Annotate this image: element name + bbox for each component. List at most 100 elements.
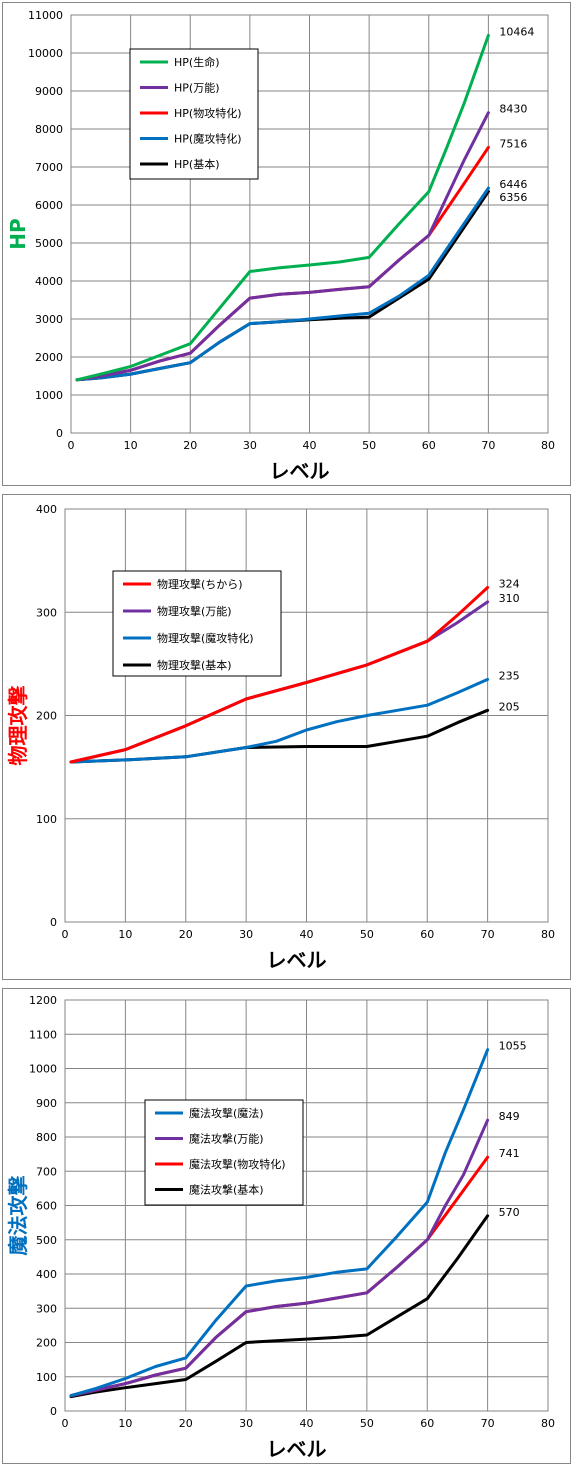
x-tick-label: 20 [179, 928, 193, 941]
end-value-label: 310 [499, 592, 520, 605]
end-value-label: 7516 [499, 137, 527, 150]
series-line [75, 33, 490, 382]
plot-area [70, 14, 549, 434]
y-tick-label: 400 [36, 1268, 57, 1281]
x-tick-label: 60 [422, 439, 436, 452]
y-tick-label: 3000 [35, 313, 63, 326]
series-line [75, 186, 490, 382]
y-tick-label: 0 [50, 1405, 57, 1418]
y-tick-label: 6000 [35, 199, 63, 212]
legend-label: 物理攻撃(魔攻特化) [157, 631, 254, 645]
magic-attack-chart: 0100200300400500600700800900100011001200… [6, 994, 555, 1461]
x-tick-label: 0 [62, 928, 69, 941]
y-tick-label: 1200 [29, 994, 57, 1007]
legend-label: HP(魔攻特化) [174, 132, 242, 146]
x-tick-label: 50 [362, 439, 376, 452]
x-tick-label: 70 [481, 928, 495, 941]
x-tick-label: 80 [541, 1417, 555, 1430]
x-tick-label: 10 [118, 1417, 132, 1430]
x-axis-title: レベル [270, 459, 330, 483]
hp-chart-panel: 0 1000 2000 3000 4000 5000 6000 7000 8000 9000 100… [2, 2, 571, 486]
x-tick-label: 80 [541, 928, 555, 941]
x-axis-title: レベル [267, 1437, 327, 1461]
y-tick-label: 700 [36, 1165, 57, 1178]
legend-label: HP(物攻特化) [174, 106, 242, 120]
legend-box [112, 570, 282, 677]
x-tick-label: 70 [481, 1417, 495, 1430]
y-tick-label: 1000 [35, 389, 63, 402]
y-tick-label: 5000 [35, 237, 63, 250]
legend-label: 魔法攻撃(基本) [189, 1183, 264, 1197]
x-tick-label: 30 [239, 1417, 253, 1430]
legend-label: 魔法攻撃(万能) [189, 1132, 264, 1146]
series-line [69, 1048, 490, 1398]
plot-area [64, 999, 549, 1412]
y-tick-label: 800 [36, 1131, 57, 1144]
y-axis-title: HP [6, 218, 30, 249]
end-value-label: 1055 [499, 1040, 527, 1053]
y-tick-label: 300 [36, 1302, 57, 1315]
legend-label: HP(基本) [174, 157, 220, 171]
series-line [75, 190, 490, 382]
y-tick-label: 2000 [35, 351, 63, 364]
y-tick-label: 0 [56, 427, 63, 440]
x-tick-label: 50 [360, 928, 374, 941]
physical-attack-chart-panel: 0 100 200 300 400 0 10 20 30 40 50 60 70 80 レベル 物理攻撃 324… [2, 494, 571, 980]
legend-label: 魔法攻撃(物攻特化) [189, 1157, 286, 1171]
end-value-label: 235 [499, 669, 520, 682]
legend-label: 魔法攻撃(魔法) [189, 1106, 264, 1120]
y-tick-label: 200 [36, 710, 57, 723]
end-value-label: 10464 [499, 25, 534, 38]
magic-attack-chart-panel: 0 100 200 300 400 500 600 700 800 900 1000 1100 1200… [2, 988, 571, 1464]
series-line [75, 145, 490, 382]
x-tick-label: 50 [360, 1417, 374, 1430]
y-tick-label: 4000 [35, 275, 63, 288]
y-tick-label: 8000 [35, 123, 63, 136]
x-tick-label: 40 [300, 928, 314, 941]
y-axis-title: 魔法攻撃 [6, 1176, 30, 1256]
legend-label: HP(万能) [174, 81, 220, 95]
end-value-label: 849 [499, 1110, 520, 1123]
y-tick-label: 11000 [28, 9, 63, 22]
hp-chart: 0100020003000400050006000700080009000100… [6, 9, 555, 483]
series-line [69, 677, 490, 764]
y-tick-label: 9000 [35, 85, 63, 98]
x-tick-label: 0 [62, 1417, 69, 1430]
x-tick-label: 30 [243, 439, 257, 452]
end-value-label: 570 [499, 1206, 520, 1219]
end-value-label: 6356 [499, 191, 527, 204]
end-value-label: 324 [499, 577, 520, 590]
y-tick-label: 200 [36, 1337, 57, 1350]
y-tick-label: 10000 [28, 47, 63, 60]
y-tick-label: 400 [36, 503, 57, 516]
x-tick-label: 30 [239, 928, 253, 941]
physical-attack-chart: 0 100 200 300 400 0 10 20 30 40 50 60 70 80 レベル 物理攻撃 324… [6, 503, 555, 972]
y-tick-label: 1100 [29, 1028, 57, 1041]
x-tick-label: 40 [303, 439, 317, 452]
y-tick-label: 900 [36, 1097, 57, 1110]
legend-label: 物理攻撃(基本) [157, 658, 232, 672]
x-tick-label: 70 [481, 439, 495, 452]
end-value-label: 205 [499, 700, 520, 713]
y-axis-title: 物理攻撃 [6, 686, 30, 766]
legend-label: 物理攻撃(ちから) [157, 577, 243, 591]
y-tick-label: 100 [36, 1371, 57, 1384]
legend-label: 物理攻撃(万能) [157, 604, 232, 618]
x-tick-label: 60 [420, 1417, 434, 1430]
series-line [69, 586, 490, 764]
x-tick-label: 60 [420, 928, 434, 941]
end-value-label: 741 [499, 1147, 520, 1160]
x-axis-title: レベル [267, 948, 327, 972]
y-tick-label: 300 [36, 606, 57, 619]
series-line [69, 708, 490, 764]
x-tick-label: 80 [541, 439, 555, 452]
end-value-label: 6446 [499, 178, 527, 191]
y-tick-label: 1000 [29, 1063, 57, 1076]
x-tick-label: 10 [124, 439, 138, 452]
legend-label: HP(生命) [174, 55, 220, 69]
y-tick-label: 600 [36, 1200, 57, 1213]
x-tick-label: 20 [183, 439, 197, 452]
x-tick-label: 20 [179, 1417, 193, 1430]
series-line [75, 111, 490, 382]
y-tick-label: 0 [50, 916, 57, 929]
